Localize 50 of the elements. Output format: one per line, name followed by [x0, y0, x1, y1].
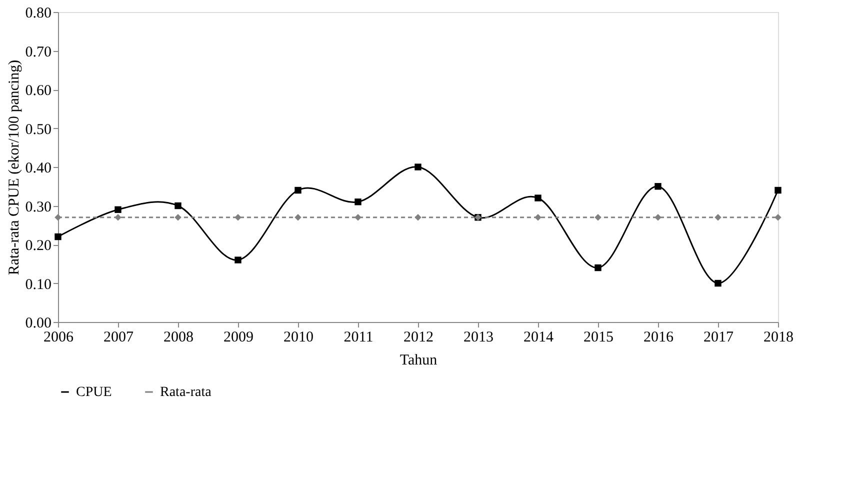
- x-tick-label: 2018: [764, 330, 794, 346]
- point: [354, 198, 362, 206]
- point: [114, 214, 122, 221]
- y-tick-label: 0.20: [25, 238, 52, 254]
- x-tick-label: 2017: [704, 330, 734, 346]
- point: [654, 214, 662, 221]
- y-tick-label: 0.30: [25, 199, 52, 216]
- y-tick-label: 0.80: [25, 6, 52, 22]
- x-tick-label: 2012: [404, 330, 434, 346]
- point: [294, 214, 302, 221]
- point: [234, 214, 242, 221]
- y-tick-label: 0.60: [25, 83, 52, 99]
- x-tick-label: 2009: [224, 330, 254, 346]
- point: [234, 256, 242, 264]
- point: [594, 214, 602, 221]
- y-axis-title: Rata-rata CPUE (ekor/100 pancing): [6, 60, 22, 276]
- x-axis-title: Tahun: [400, 352, 438, 368]
- legend-label: Rata-rata: [160, 385, 212, 400]
- point: [714, 214, 722, 221]
- x-tick-label: 2013: [464, 330, 494, 346]
- point: [414, 164, 422, 170]
- point: [654, 183, 662, 190]
- y-tick-label: 0.40: [25, 160, 52, 176]
- point: [174, 202, 182, 210]
- x-tick-label: 2006: [44, 330, 74, 346]
- point: [414, 214, 422, 221]
- point: [54, 233, 62, 240]
- point: [294, 186, 302, 194]
- legend-label: CPUE: [76, 385, 112, 400]
- point: [774, 214, 782, 221]
- y-tick-label: 0.50: [25, 122, 52, 138]
- y-tick-label: 0.70: [25, 44, 52, 60]
- x-tick-label: 2016: [644, 330, 674, 346]
- point: [114, 206, 122, 213]
- point: [594, 264, 602, 272]
- y-tick-label: 0.10: [25, 276, 52, 293]
- x-tick-label: 2011: [344, 330, 374, 346]
- point: [174, 214, 182, 221]
- point: [354, 214, 362, 221]
- point: [534, 194, 542, 202]
- x-tick-label: 2010: [284, 330, 314, 346]
- point: [534, 214, 542, 221]
- point: [54, 214, 62, 221]
- point: [714, 280, 722, 287]
- x-tick-label: 2015: [584, 330, 614, 346]
- x-tick-label: 2007: [104, 330, 134, 346]
- y-tick-label: 0.00: [25, 316, 52, 332]
- x-tick-label: 2008: [164, 330, 194, 346]
- point: [774, 186, 782, 194]
- x-tick-label: 2014: [524, 330, 554, 346]
